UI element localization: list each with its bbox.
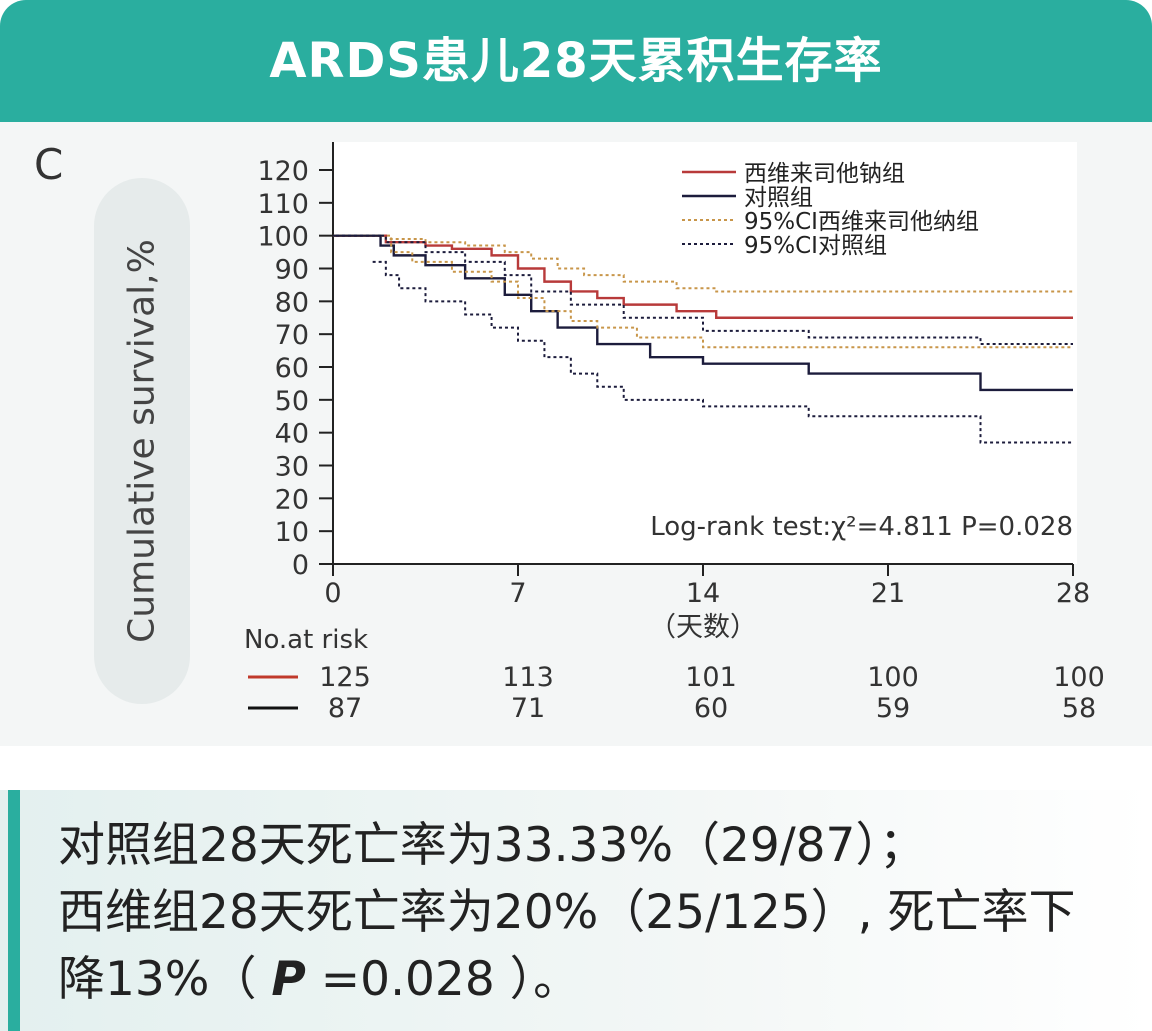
x-tick-label: 0 <box>324 578 341 609</box>
x-tick-label: 28 <box>1056 578 1090 609</box>
summary-line-3: 降13%（ P =0.028 ）。 <box>58 946 1076 1013</box>
risk-count: 113 <box>502 662 554 693</box>
series-line-2 <box>333 234 1073 293</box>
y-tick-label: 90 <box>275 255 309 286</box>
x-tick-label: 7 <box>509 578 526 609</box>
risk-count: 71 <box>511 693 545 724</box>
log-rank-annotation: Log-rank test:χ²=4.811 P=0.028 <box>650 512 1073 542</box>
y-tick-label: 110 <box>257 189 309 220</box>
series-line-5 <box>372 260 1073 444</box>
plot-area <box>333 142 1077 564</box>
y-tick-label: 40 <box>275 419 309 450</box>
summary-text: 对照组28天死亡率为33.33%（29/87）； 西维组28天死亡率为20%（2… <box>58 812 1076 1013</box>
x-axis-label: （天数） <box>649 612 757 643</box>
summary-line-3-suffix: =0.028 ）。 <box>305 952 581 1007</box>
header-banner: ARDS患儿28天累积生存率 <box>0 0 1152 122</box>
y-tick-label: 0 <box>292 550 309 581</box>
legend-label: 对照组 <box>744 185 813 211</box>
y-tick-label: 80 <box>275 287 309 318</box>
risk-count: 101 <box>685 662 737 693</box>
legend-label: 95%CI西维来司他纳组 <box>744 209 979 235</box>
risk-count: 125 <box>319 662 371 693</box>
x-tick-label: 21 <box>871 578 905 609</box>
risk-count: 59 <box>876 693 910 724</box>
x-tick-label: 14 <box>686 578 720 609</box>
summary-line-2: 西维组28天死亡率为20%（25/125）, 死亡率下 <box>58 885 1076 940</box>
legend-label: 95%CI对照组 <box>744 233 887 259</box>
y-tick-label: 70 <box>275 320 309 351</box>
y-axis-label-background <box>94 178 190 704</box>
summary-box: 对照组28天死亡率为33.33%（29/87）； 西维组28天死亡率为20%（2… <box>0 790 1152 1031</box>
series-line-1 <box>333 234 1073 392</box>
risk-count: 100 <box>867 662 919 693</box>
y-tick-label: 120 <box>257 156 309 187</box>
risk-count: 58 <box>1062 693 1096 724</box>
risk-count: 60 <box>694 693 728 724</box>
risk-table-title: No.at risk <box>244 625 368 655</box>
series-line-0 <box>333 234 1073 319</box>
risk-count: 87 <box>328 693 362 724</box>
summary-line-3-prefix: 降13%（ <box>58 952 272 1007</box>
panel-letter: C <box>34 140 64 189</box>
risk-count: 100 <box>1053 662 1105 693</box>
summary-accent-bar <box>8 790 20 1031</box>
series-line-4 <box>333 234 1073 346</box>
y-tick-label: 100 <box>257 222 309 253</box>
y-tick-label: 10 <box>275 517 309 548</box>
page-title: ARDS患儿28天累积生存率 <box>269 33 883 89</box>
y-tick-label: 50 <box>275 386 309 417</box>
y-tick-label: 30 <box>275 452 309 483</box>
legend-label: 西维来司他钠组 <box>744 161 905 187</box>
y-tick-label: 20 <box>275 484 309 515</box>
summary-line-1: 对照组28天死亡率为33.33%（29/87）； <box>58 818 926 873</box>
p-symbol: P <box>271 952 306 1007</box>
y-tick-label: 60 <box>275 353 309 384</box>
